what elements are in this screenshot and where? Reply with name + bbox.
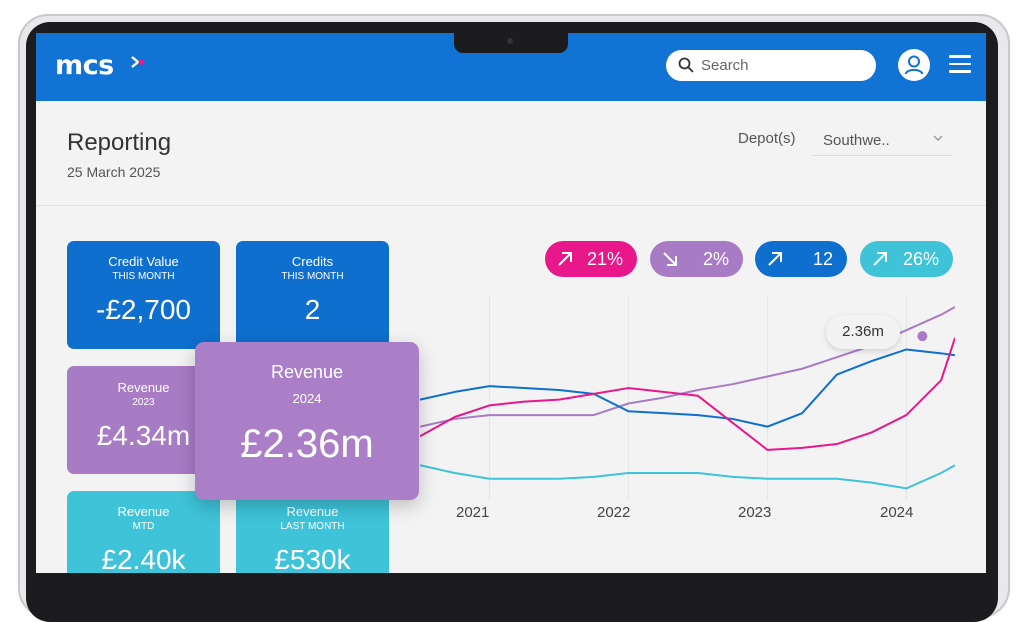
chevron-down-icon <box>933 135 943 141</box>
arrow-up-right-icon <box>873 252 887 266</box>
user-avatar-button[interactable] <box>898 49 930 81</box>
header-divider <box>36 205 986 206</box>
page-date: 25 March 2025 <box>67 164 161 180</box>
x-tick-label: 2021 <box>456 504 490 521</box>
mcs-logo[interactable]: mcs <box>55 50 145 81</box>
search-icon <box>678 57 694 73</box>
card-label: Revenue <box>286 504 339 519</box>
card-value: £4.34m <box>96 420 191 451</box>
chart-tooltip: 2.36m <box>826 315 900 349</box>
x-tick-label: 2023 <box>738 504 772 521</box>
card-label: Credits <box>291 254 334 269</box>
x-tick-label: 2024 <box>880 504 914 521</box>
kpi-value: 21% <box>586 249 623 269</box>
hamburger-menu-icon[interactable] <box>949 55 971 75</box>
camera-notch <box>454 33 568 53</box>
kpi-pill[interactable]: 2% <box>650 241 743 277</box>
card-value: £530k <box>274 544 351 573</box>
card-value: -£2,700 <box>96 294 191 325</box>
card-label: Revenue <box>117 504 170 519</box>
kpi-value: 26% <box>902 249 939 269</box>
depot-select[interactable]: Southwe.. <box>812 123 952 156</box>
revenue-2024-card[interactable]: Revenue 2024 £2.36m <box>195 342 419 500</box>
card-sublabel: LAST MONTH <box>280 521 345 532</box>
user-icon <box>904 55 924 75</box>
x-tick-label: 2022 <box>597 504 631 521</box>
card-sublabel: THIS MONTH <box>281 271 344 282</box>
logo-mark-icon <box>131 56 145 68</box>
card-label: Revenue <box>270 362 344 382</box>
card-value: £2.40k <box>101 544 186 573</box>
card-sublabel: THIS MONTH <box>112 271 175 282</box>
arrow-up-right-icon <box>768 252 782 266</box>
page-title: Reporting <box>67 129 172 156</box>
credits-card[interactable]: Credits THIS MONTH 2 <box>236 241 389 349</box>
depot-label: Depot(s) <box>738 130 796 147</box>
kpi-value: 2% <box>702 249 729 269</box>
depot-select-value: Southwe.. <box>823 132 890 149</box>
credit-value-card[interactable]: Credit Value THIS MONTH -£2,700 <box>67 241 220 349</box>
kpi-value: 12 <box>812 249 833 269</box>
card-label: Revenue <box>117 380 170 395</box>
search-field[interactable]: Search <box>666 50 876 81</box>
kpi-pill[interactable]: 26% <box>860 241 953 277</box>
app-screen: mcs Search Reporting 25 March 2025 Depot… <box>36 33 986 573</box>
logo-text: mcs <box>55 50 114 81</box>
card-label: Credit Value <box>108 254 179 269</box>
arrow-down-right-icon <box>663 252 677 266</box>
revenue-mtd-card[interactable]: Revenue MTD £2.40k <box>67 491 220 573</box>
search-placeholder: Search <box>701 57 749 74</box>
card-sublabel: 2024 <box>292 391 322 406</box>
data-point-marker[interactable] <box>917 331 928 342</box>
kpi-pill[interactable]: 21% <box>545 241 637 277</box>
card-sublabel: 2023 <box>132 397 155 408</box>
camera-icon <box>507 38 513 44</box>
series-line <box>420 348 955 428</box>
card-value: 2 <box>304 294 321 325</box>
revenue-2023-card[interactable]: Revenue 2023 £4.34m <box>67 366 220 474</box>
revenue-last-month-card[interactable]: Revenue LAST MONTH £530k <box>236 491 389 573</box>
card-sublabel: MTD <box>132 521 155 532</box>
card-value: £2.36m <box>240 422 374 466</box>
kpi-pill[interactable]: 12 <box>755 241 847 277</box>
series-line <box>420 464 955 490</box>
arrow-up-right-icon <box>558 252 572 266</box>
series-line <box>420 337 955 451</box>
